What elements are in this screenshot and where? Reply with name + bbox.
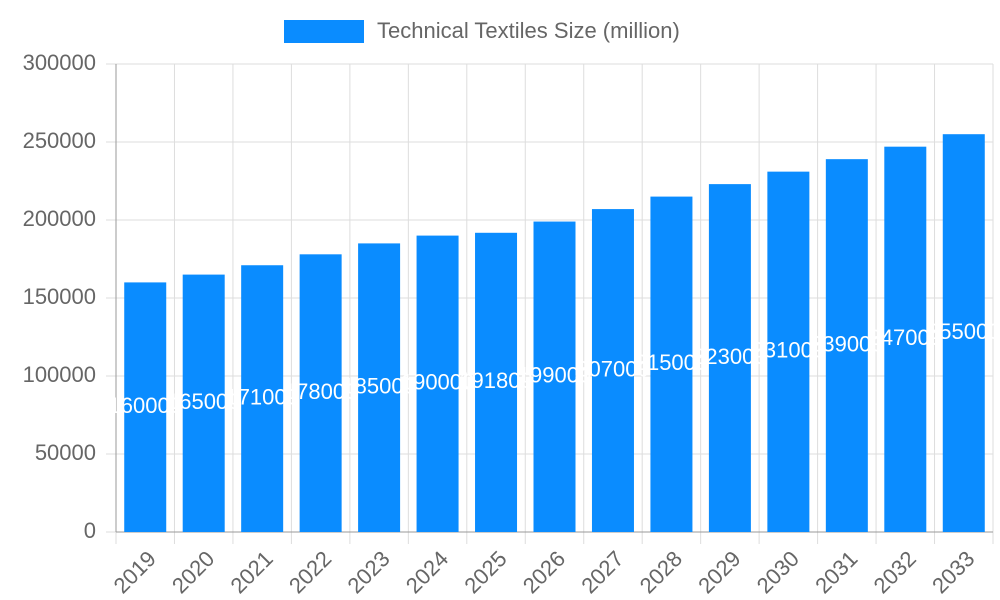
- x-tick-label: 2033: [927, 546, 979, 598]
- data-label: 255000: [927, 319, 1000, 344]
- x-tick-label: 2021: [226, 546, 278, 598]
- legend-swatch[interactable]: [284, 20, 364, 43]
- bar: [650, 196, 693, 532]
- y-tick-label: 50000: [35, 440, 96, 465]
- y-tick-label: 200000: [23, 206, 96, 231]
- x-tick-label: 2031: [810, 546, 862, 598]
- bar: [708, 184, 751, 532]
- data-label: 215000: [635, 350, 708, 375]
- data-label: 207000: [576, 356, 649, 381]
- data-label: 199000: [518, 363, 591, 388]
- bar: [358, 243, 401, 532]
- bar: [124, 282, 167, 532]
- bar: [475, 232, 518, 533]
- bar: [825, 159, 868, 532]
- y-tick-label: 0: [84, 518, 96, 543]
- data-label: 171000: [225, 384, 298, 409]
- bar: [299, 254, 342, 532]
- x-tick-label: 2023: [342, 546, 394, 598]
- bar: [241, 265, 284, 532]
- bar: [416, 235, 459, 532]
- data-label: 185000: [342, 374, 415, 399]
- x-tick-label: 2019: [109, 546, 161, 598]
- bar: [767, 171, 810, 532]
- bar: [182, 274, 225, 532]
- bar: [591, 209, 634, 532]
- x-tick-label: 2024: [401, 546, 453, 598]
- x-tick-label: 2032: [869, 546, 921, 598]
- bar: [942, 134, 985, 532]
- x-tick-label: 2030: [752, 546, 804, 598]
- y-tick-label: 100000: [23, 362, 96, 387]
- x-tick-label: 2029: [693, 546, 745, 598]
- x-tick-label: 2028: [635, 546, 687, 598]
- data-label: 231000: [752, 338, 825, 363]
- data-label: 223000: [693, 344, 766, 369]
- data-label: 190000: [401, 370, 474, 395]
- y-tick-label: 250000: [23, 128, 96, 153]
- data-label: 239000: [810, 331, 883, 356]
- y-tick-label: 300000: [23, 50, 96, 75]
- x-tick-label: 2025: [459, 546, 511, 598]
- data-label: 165000: [167, 389, 240, 414]
- legend-label[interactable]: Technical Textiles Size (million): [377, 18, 680, 43]
- bar: [533, 221, 576, 532]
- y-tick-label: 150000: [23, 284, 96, 309]
- data-label: 247000: [869, 325, 942, 350]
- x-tick-label: 2026: [518, 546, 570, 598]
- data-label: 178000: [284, 379, 357, 404]
- x-tick-label: 2027: [576, 546, 628, 598]
- x-tick-label: 2020: [167, 546, 219, 598]
- bar: [884, 146, 927, 532]
- x-tick-label: 2022: [284, 546, 336, 598]
- data-label: 160000: [109, 393, 182, 418]
- data-label: 191800: [459, 368, 532, 393]
